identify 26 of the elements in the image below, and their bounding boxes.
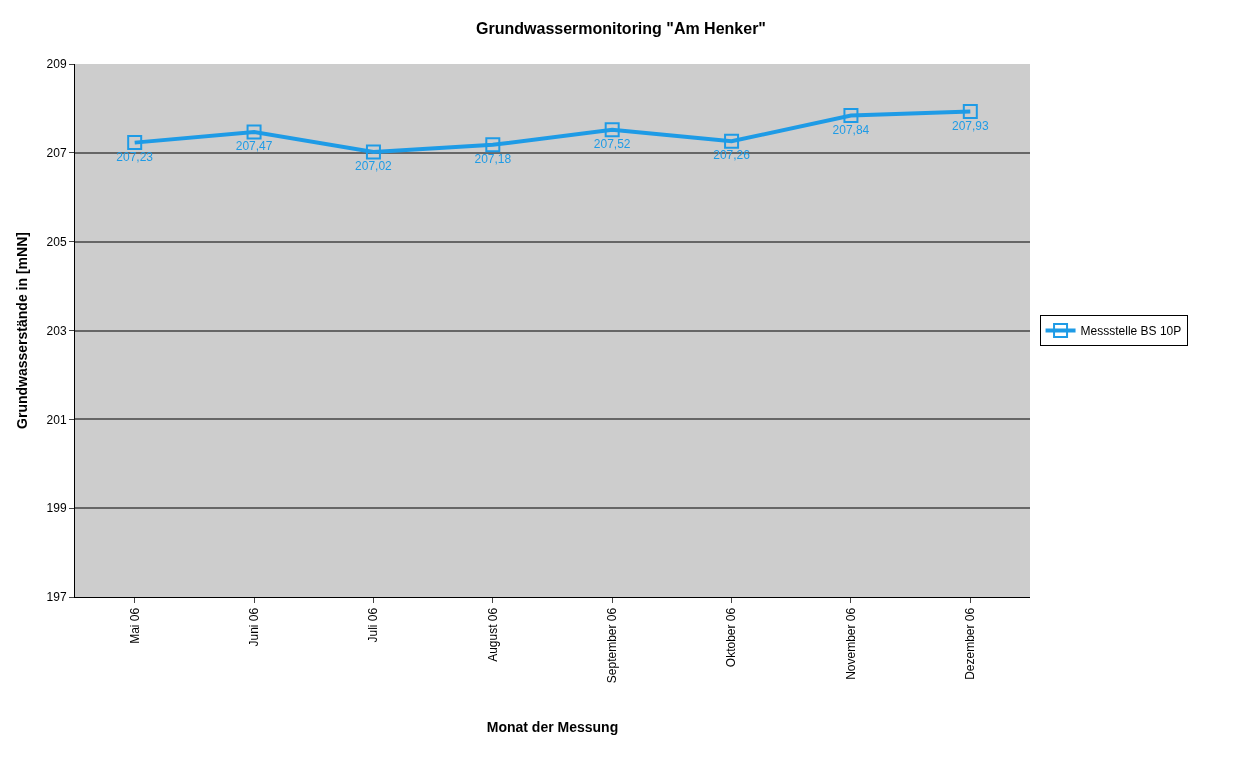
data-label: 207,23 [116,149,154,164]
data-label: 207,84 [832,122,870,137]
y-tick-label: 203 [46,323,67,338]
x-axis-title: Monat der Messung [486,719,619,736]
data-label: 207,47 [235,139,273,154]
x-tick-label: November 06 [843,607,858,680]
data-label: 207,18 [474,151,512,166]
x-tick-label: Juli 06 [366,607,381,643]
x-tick-label: Juni 06 [246,607,261,647]
data-label: 207,52 [593,136,631,151]
y-tick-label: 201 [46,412,67,427]
y-tick-label: 205 [46,234,67,249]
y-tick-label: 199 [46,501,67,516]
y-tick-label: 207 [46,146,67,161]
x-tick-label: August 06 [485,607,500,662]
x-tick-label: Dezember 06 [963,607,978,680]
chart-title: Grundwassermonitoring "Am Henker" [476,20,766,38]
x-tick-label: Mai 06 [127,607,142,644]
x-tick-label: September 06 [605,607,620,684]
x-tick-label: Oktober 06 [724,607,739,668]
data-label: 207,02 [355,159,393,174]
legend-label: Messstelle BS 10P [1080,324,1182,339]
y-tick-label: 197 [46,590,67,605]
y-axis-title: Grundwasserstände in [mNN] [14,232,31,429]
data-label: 207,93 [951,118,989,133]
y-tick-label: 209 [46,57,67,72]
